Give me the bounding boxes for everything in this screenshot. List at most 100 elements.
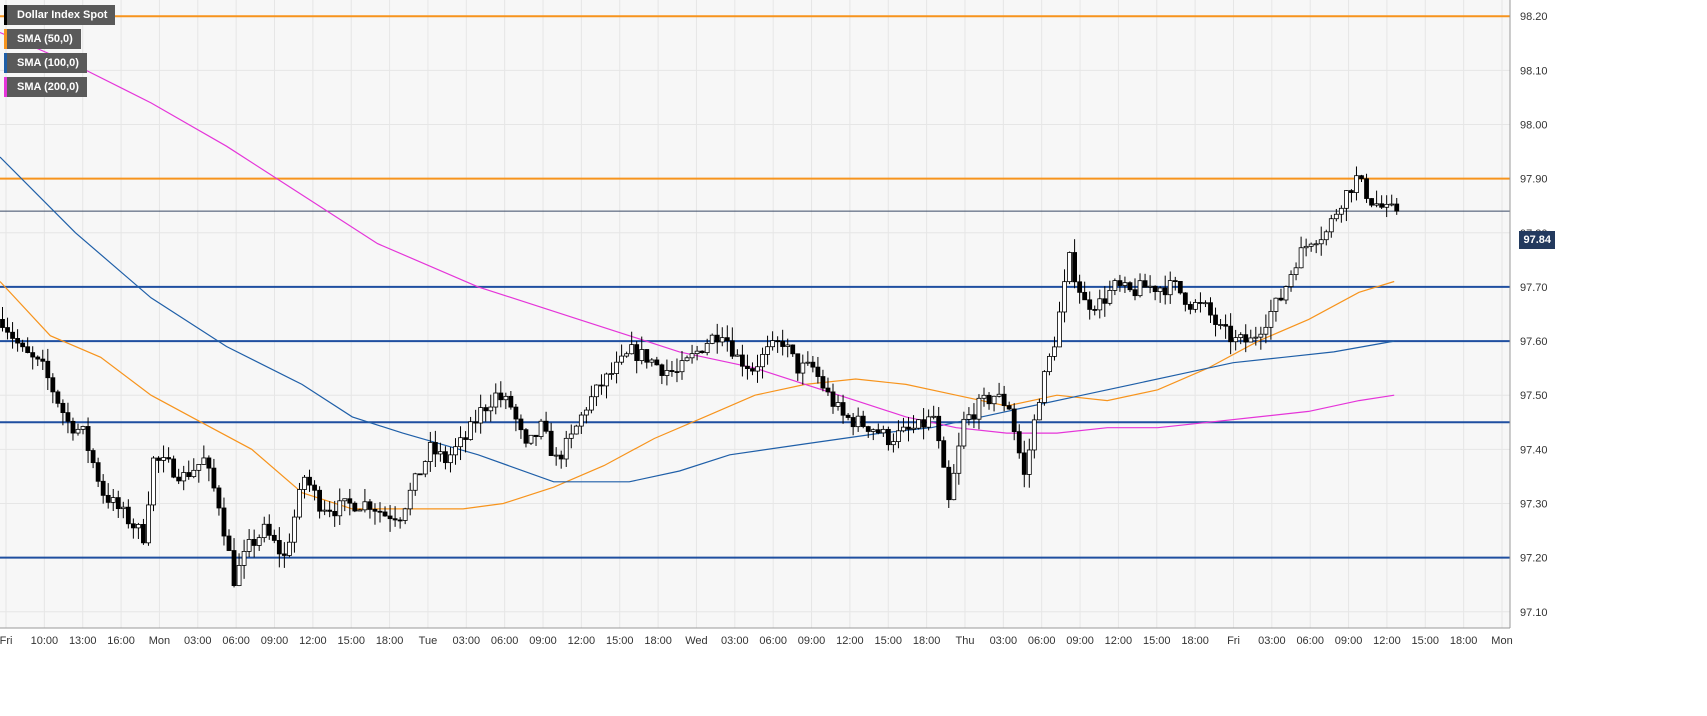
candle-body <box>624 353 630 357</box>
candle-body <box>503 395 509 401</box>
candle-body <box>498 392 504 401</box>
candle-body <box>1359 175 1364 180</box>
y-tick-label: 98.10 <box>1520 65 1548 77</box>
candle-body <box>422 461 428 475</box>
level-layer <box>0 15 1510 559</box>
candle-body <box>654 359 660 366</box>
candle-body <box>755 366 760 372</box>
candle-body <box>156 457 161 461</box>
candle-body <box>699 350 705 354</box>
candle-body <box>981 394 987 399</box>
x-tick-label: 18:00 <box>1181 635 1209 647</box>
candle-body <box>25 346 31 353</box>
x-tick-label: 18:00 <box>644 635 672 647</box>
candle-body <box>946 466 952 501</box>
candle-body <box>1021 452 1027 475</box>
candle-body <box>795 353 801 374</box>
candle-body <box>1097 298 1103 311</box>
sma-line-1 <box>0 156 1395 483</box>
x-tick-label: 12:00 <box>1373 635 1401 647</box>
candle-body <box>110 497 116 503</box>
candle-body <box>1243 334 1249 343</box>
candle-body <box>1127 282 1133 291</box>
x-tick-label: 09:00 <box>261 635 289 647</box>
candle-body <box>171 458 177 478</box>
candle-body <box>463 437 468 440</box>
candle-body <box>543 420 549 432</box>
candle-body <box>292 516 297 543</box>
candle-body <box>307 476 312 486</box>
candle-body <box>1107 290 1113 304</box>
candle-body <box>865 426 871 432</box>
candle-body <box>1062 281 1067 313</box>
candle-body <box>271 534 277 541</box>
candle-body <box>513 406 519 420</box>
x-tick-label: 15:00 <box>606 635 634 647</box>
candle-body <box>770 340 775 348</box>
candle-body <box>135 524 141 529</box>
candle-body <box>553 454 559 457</box>
x-tick-label: 09:00 <box>1066 635 1094 647</box>
candle-body <box>891 441 896 446</box>
legend-sma-50: SMA (50,0) <box>4 29 81 49</box>
candle-body <box>75 428 81 434</box>
x-tick-label: 12:00 <box>836 635 864 647</box>
candle-body <box>880 428 886 434</box>
legend-sma-50-label: SMA (50,0) <box>17 33 73 45</box>
candle-body <box>377 510 383 513</box>
candle-body <box>40 358 46 362</box>
candle-body <box>966 414 972 420</box>
candle-body <box>342 498 348 502</box>
candle-body <box>724 337 730 342</box>
candle-body <box>1208 302 1213 316</box>
candle-body <box>20 342 26 348</box>
candle-body <box>221 507 227 537</box>
candle-body <box>926 416 932 428</box>
candle-body <box>785 344 791 347</box>
candle-body <box>1016 431 1022 454</box>
x-tick-label: Thu <box>955 635 974 647</box>
candle-body <box>850 417 856 428</box>
candle-body <box>1338 207 1344 215</box>
candle-body <box>176 476 182 482</box>
candle-body <box>276 540 282 555</box>
candle-body <box>669 370 675 372</box>
candle-body <box>105 494 111 503</box>
candle-body <box>1228 325 1234 343</box>
candle-body <box>417 473 423 476</box>
x-tick-label: 15:00 <box>337 635 365 647</box>
candle-body <box>1394 203 1400 212</box>
candle-body <box>911 427 916 430</box>
candle-body <box>1172 280 1178 282</box>
candle-body <box>448 454 453 464</box>
candle-body <box>478 407 484 424</box>
candle-body <box>583 409 589 416</box>
candle-body <box>684 357 690 362</box>
candle-body <box>709 334 715 344</box>
candle-body <box>1162 287 1168 296</box>
candle-body <box>1268 311 1274 328</box>
candle-body <box>578 414 584 427</box>
candle-body <box>548 430 554 456</box>
candle-body <box>1354 175 1359 193</box>
x-tick-label: 13:00 <box>69 635 97 647</box>
candle-body <box>1122 282 1128 286</box>
candle-body <box>70 420 76 434</box>
candle-body <box>558 454 564 460</box>
candle-body <box>916 419 921 429</box>
candle-body <box>679 360 685 373</box>
candle-body <box>1006 405 1012 410</box>
candle-body <box>629 344 635 355</box>
candle-body <box>1303 245 1309 249</box>
legend-sma-100: SMA (100,0) <box>4 53 87 73</box>
candle-body <box>55 391 61 404</box>
candle-body <box>1203 302 1208 305</box>
candle-body <box>337 500 343 517</box>
candle-body <box>1047 356 1052 373</box>
legend-title-text: Dollar Index Spot <box>17 9 108 21</box>
x-tick-label: 06:00 <box>222 635 250 647</box>
x-tick-label: 15:00 <box>1143 635 1171 647</box>
candle-body <box>734 354 740 357</box>
candle-body <box>15 338 21 344</box>
candle-body <box>599 384 604 387</box>
